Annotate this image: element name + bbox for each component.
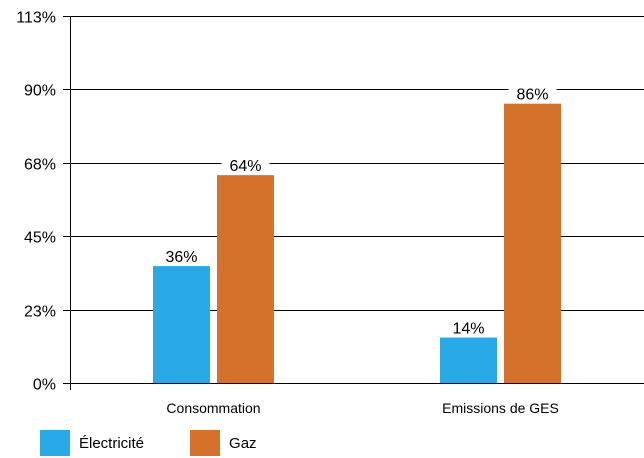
x-category-label: Emissions de GES <box>442 400 559 416</box>
y-tick-label: 68% <box>24 157 56 174</box>
y-tick-label: 0% <box>33 377 56 394</box>
bars <box>153 103 561 384</box>
legend-swatch-gaz <box>190 430 221 456</box>
legend-item-electricite: Électricité <box>40 430 144 456</box>
data-label-bg <box>221 155 270 174</box>
y-tick-label: 45% <box>24 230 56 247</box>
data-label-bg <box>508 83 557 102</box>
data-label: 36% <box>165 249 197 266</box>
data-label: 86% <box>516 87 548 104</box>
bar-chart: 0% 23% 45% 68% 90% 113% 36% 64% 14% 86% Consomma… <box>16 10 644 416</box>
legend-label-electricite: Électricité <box>79 434 145 452</box>
data-label: 14% <box>452 321 484 338</box>
bar-electricite-1 <box>440 337 497 383</box>
legend-label-gaz: Gaz <box>229 434 257 452</box>
bar-electricite-0 <box>153 266 210 383</box>
x-category-label: Consommation <box>166 400 260 416</box>
y-axis-ticks: 0% 23% 45% 68% 90% 113% <box>16 10 56 394</box>
legend: Électricité Gaz <box>40 428 303 458</box>
y-tick-label: 113% <box>16 10 56 27</box>
legend-swatch-electricite <box>40 430 70 456</box>
legend-item-gaz: Gaz <box>190 430 257 456</box>
x-axis-categories: Consommation Emissions de GES <box>166 400 558 416</box>
bar-gaz-1 <box>504 103 561 384</box>
y-tick-label: 23% <box>24 304 56 321</box>
y-tick-label: 90% <box>24 83 56 100</box>
bar-gaz-0 <box>217 175 274 383</box>
data-labels: 36% 64% 14% 86% <box>157 83 557 338</box>
data-label: 64% <box>229 158 261 175</box>
data-label-bg <box>444 317 493 336</box>
data-label-bg <box>157 246 206 265</box>
